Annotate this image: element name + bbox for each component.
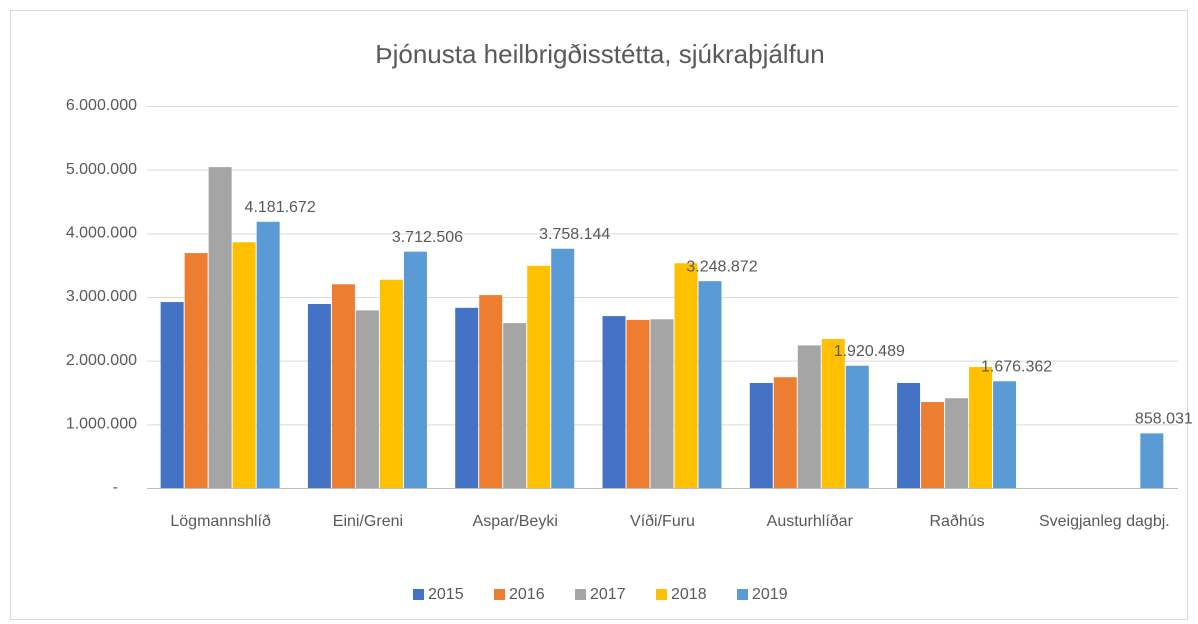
bar bbox=[749, 382, 773, 488]
y-tick-label: 6.000.000 bbox=[66, 97, 137, 114]
bar bbox=[355, 310, 379, 488]
bar bbox=[650, 319, 674, 488]
y-tick-label: 3.000.000 bbox=[66, 288, 137, 305]
bar bbox=[993, 381, 1017, 488]
bar bbox=[479, 295, 503, 488]
bar bbox=[773, 377, 797, 488]
legend-swatch bbox=[656, 589, 667, 600]
data-label: 3.248.872 bbox=[686, 258, 757, 275]
legend-label: 2016 bbox=[509, 586, 545, 603]
bar bbox=[969, 367, 993, 488]
bar bbox=[455, 307, 479, 488]
bar bbox=[897, 382, 921, 488]
bar bbox=[797, 345, 821, 488]
bar bbox=[845, 365, 869, 488]
data-label: 4.181.672 bbox=[245, 199, 316, 216]
bar bbox=[821, 339, 845, 488]
legend-label: 2019 bbox=[752, 586, 788, 603]
y-tick-label: 4.000.000 bbox=[66, 225, 137, 242]
bar bbox=[503, 323, 527, 488]
bar bbox=[921, 402, 945, 488]
x-tick-label: Lögmannshlíð bbox=[170, 513, 271, 530]
y-tick-label: - bbox=[113, 479, 118, 496]
bar bbox=[232, 242, 256, 488]
legend-label: 2018 bbox=[671, 586, 707, 603]
bar bbox=[551, 248, 575, 488]
legend-swatch bbox=[737, 589, 748, 600]
data-label: 3.712.506 bbox=[392, 229, 463, 246]
y-tick-label: 2.000.000 bbox=[66, 352, 137, 369]
x-tick-label: Sveigjanleg dagbj. bbox=[1038, 513, 1170, 530]
bar bbox=[403, 251, 427, 488]
x-tick-label: Raðhús bbox=[929, 513, 985, 530]
bar bbox=[527, 265, 551, 488]
bar bbox=[307, 304, 331, 488]
legend-swatch bbox=[413, 589, 424, 600]
data-label: 1.676.362 bbox=[981, 358, 1052, 375]
bar bbox=[602, 316, 626, 488]
bar bbox=[208, 167, 232, 488]
bar bbox=[945, 398, 969, 488]
legend-label: 2017 bbox=[590, 586, 626, 603]
x-tick-label: Víði/Furu bbox=[630, 513, 695, 530]
legend-swatch bbox=[575, 589, 586, 600]
bar bbox=[256, 221, 280, 488]
bar bbox=[160, 302, 184, 488]
y-tick-label: 5.000.000 bbox=[66, 161, 137, 178]
bar bbox=[626, 319, 650, 488]
chart-title: Þjónusta heilbrigðisstétta, sjúkraþjálfu… bbox=[375, 39, 824, 69]
data-label: 3.758.144 bbox=[539, 226, 610, 243]
bar bbox=[698, 281, 722, 488]
bar bbox=[379, 279, 403, 488]
x-tick-label: Aspar/Beyki bbox=[472, 513, 558, 530]
x-tick-label: Eini/Greni bbox=[332, 513, 404, 530]
data-label: 1.920.489 bbox=[834, 343, 905, 360]
bar bbox=[184, 253, 208, 488]
bar bbox=[674, 263, 698, 488]
x-tick-label: Austurhlíðar bbox=[766, 513, 853, 530]
legend-label: 2015 bbox=[428, 586, 464, 603]
bar bbox=[1140, 433, 1164, 488]
legend-swatch bbox=[494, 589, 505, 600]
y-tick-label: 1.000.000 bbox=[66, 416, 137, 433]
data-label: 858.031 bbox=[1135, 411, 1193, 428]
bar bbox=[331, 284, 355, 488]
